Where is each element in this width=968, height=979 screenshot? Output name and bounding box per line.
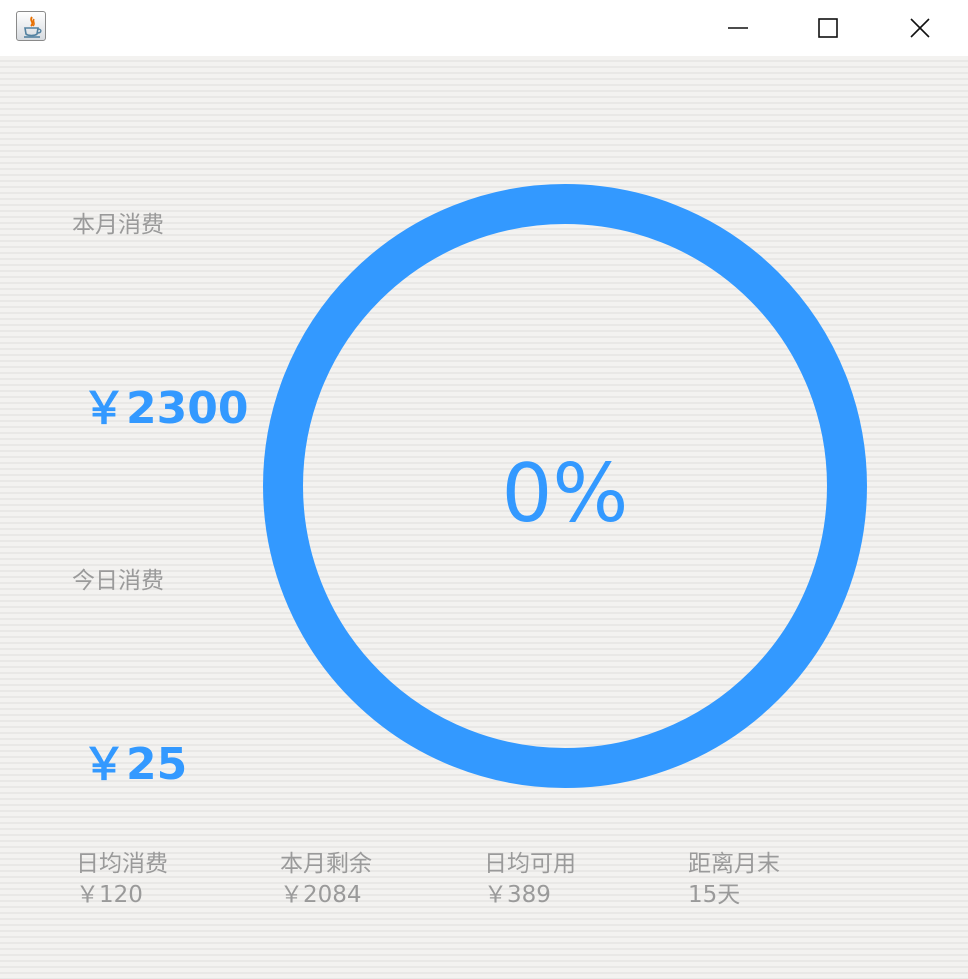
stat-label: 日均消费 (76, 851, 168, 877)
stat-value: ￥2084 (280, 882, 362, 908)
minimize-icon (728, 27, 748, 29)
stat-value: ￥389 (484, 882, 551, 908)
title-bar (0, 0, 968, 56)
maximize-icon (818, 18, 838, 38)
close-button[interactable] (874, 0, 966, 56)
stat-daily-available: 日均可用 ￥389 (484, 849, 576, 911)
maximize-button[interactable] (782, 0, 874, 56)
close-icon (910, 18, 930, 38)
stat-daily-average: 日均消费 ￥120 (76, 849, 168, 911)
stat-label: 本月剩余 (280, 851, 372, 877)
stat-label: 日均可用 (484, 851, 576, 877)
budget-progress-ring: 0% (262, 183, 868, 789)
stat-value: ￥120 (76, 882, 143, 908)
stat-value: 15天 (688, 882, 741, 908)
today-spending-amount: ￥25 (82, 739, 188, 790)
stat-label: 距离月末 (688, 851, 780, 877)
progress-ring-graphic (263, 184, 867, 788)
minimize-button[interactable] (692, 0, 784, 56)
progress-percent: 0% (501, 446, 629, 540)
month-spending-amount: ￥2300 (82, 383, 249, 434)
month-spending-label: 本月消费 (72, 212, 164, 238)
java-icon[interactable] (16, 11, 46, 41)
today-spending-label: 今日消费 (72, 568, 164, 594)
stat-days-to-month-end: 距离月末 15天 (688, 849, 780, 911)
progress-ring-track (263, 184, 867, 788)
stat-month-remaining: 本月剩余 ￥2084 (280, 849, 372, 911)
